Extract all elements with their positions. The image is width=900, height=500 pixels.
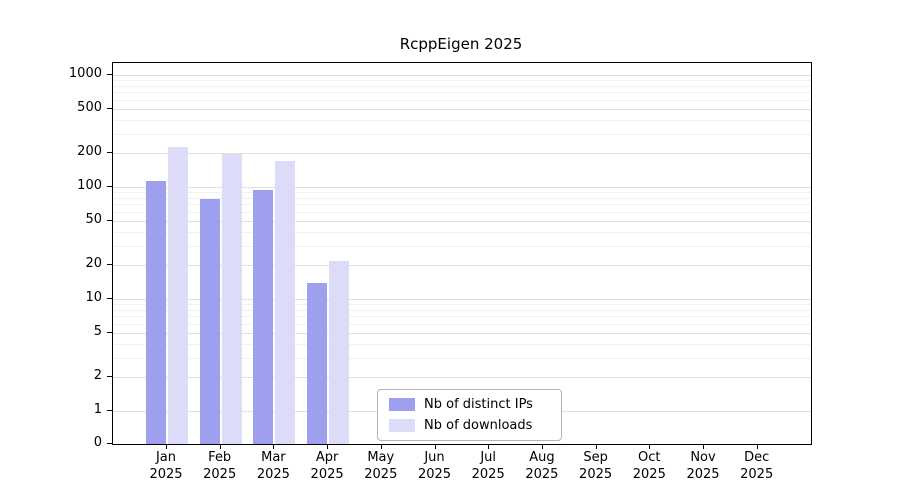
x-tick-label: Jul 2025 bbox=[471, 450, 505, 482]
legend-item-downloads: Nb of downloads bbox=[389, 418, 547, 433]
y-tick-label: 5 bbox=[93, 323, 102, 339]
x-tick-label: Sep 2025 bbox=[579, 450, 613, 482]
bar-distinct-ips-jan bbox=[146, 181, 166, 444]
gridline-minor bbox=[113, 99, 811, 101]
bar-distinct-ips-apr bbox=[307, 282, 327, 444]
legend-swatch-distinct-ips bbox=[389, 398, 415, 411]
legend-swatch-downloads bbox=[389, 419, 415, 432]
x-tick-label: May 2025 bbox=[364, 450, 398, 482]
gridline-minor bbox=[113, 245, 811, 247]
gridline-minor bbox=[113, 119, 811, 121]
gridline-major bbox=[113, 220, 811, 222]
plot-area bbox=[112, 62, 812, 445]
gridline-major bbox=[113, 108, 811, 110]
legend-label-downloads: Nb of downloads bbox=[424, 418, 533, 433]
gridline-minor bbox=[113, 309, 811, 311]
gridline-minor bbox=[113, 357, 811, 359]
gridline-minor bbox=[113, 133, 811, 135]
x-tick-label: Oct 2025 bbox=[632, 450, 666, 482]
gridline-minor bbox=[113, 80, 811, 82]
gridline-minor bbox=[113, 316, 811, 318]
bar-downloads-jan bbox=[168, 147, 188, 444]
gridline-minor bbox=[113, 304, 811, 306]
gridline-major bbox=[113, 265, 811, 267]
gridline-minor bbox=[113, 323, 811, 325]
y-tick-label: 20 bbox=[85, 256, 102, 272]
gridline-minor bbox=[113, 343, 811, 345]
y-tick-label: 10 bbox=[85, 290, 102, 305]
legend: Nb of distinct IPs Nb of downloads bbox=[377, 389, 562, 441]
y-tick-label: 2 bbox=[93, 368, 102, 384]
gridline-minor bbox=[113, 197, 811, 199]
legend-label-distinct-ips: Nb of distinct IPs bbox=[424, 397, 533, 412]
x-tick-label: Jan 2025 bbox=[149, 450, 183, 482]
x-tick-label: Nov 2025 bbox=[686, 450, 720, 482]
y-tick-label: 1000 bbox=[68, 66, 102, 81]
gridline-minor bbox=[113, 204, 811, 206]
bar-downloads-apr bbox=[329, 260, 349, 444]
gridline-minor bbox=[113, 92, 811, 94]
bar-distinct-ips-feb bbox=[200, 199, 220, 444]
x-tick-label: Jun 2025 bbox=[417, 450, 452, 482]
y-tick-label: 100 bbox=[77, 178, 102, 193]
gridline-major bbox=[113, 332, 811, 334]
bar-downloads-mar bbox=[275, 161, 295, 444]
x-tick-label: Aug 2025 bbox=[525, 450, 559, 482]
gridline-major bbox=[113, 153, 811, 155]
y-tick-label: 200 bbox=[77, 144, 102, 160]
gridline-minor bbox=[113, 192, 811, 194]
y-tick-label: 500 bbox=[77, 99, 102, 115]
gridline-major bbox=[113, 299, 811, 300]
bar-distinct-ips-mar bbox=[253, 190, 273, 444]
x-tick-label: Apr 2025 bbox=[310, 450, 344, 482]
gridline-minor bbox=[113, 85, 811, 87]
gridline-major bbox=[113, 75, 811, 76]
chart-title: RcppEigen 2025 bbox=[399, 35, 523, 53]
x-tick-label: Feb 2025 bbox=[203, 450, 237, 482]
legend-item-distinct-ips: Nb of distinct IPs bbox=[389, 397, 547, 412]
gridline-major bbox=[113, 187, 811, 188]
y-tick-label: 1 bbox=[93, 402, 102, 417]
bar-downloads-feb bbox=[222, 154, 242, 444]
x-tick-label: Mar 2025 bbox=[256, 450, 290, 482]
gridline-minor bbox=[113, 231, 811, 233]
gridline-major bbox=[113, 377, 811, 379]
gridline-minor bbox=[113, 211, 811, 213]
y-tick-label: 0 bbox=[93, 435, 102, 450]
x-tick-label: Dec 2025 bbox=[740, 450, 774, 482]
y-tick-label: 50 bbox=[85, 211, 102, 227]
